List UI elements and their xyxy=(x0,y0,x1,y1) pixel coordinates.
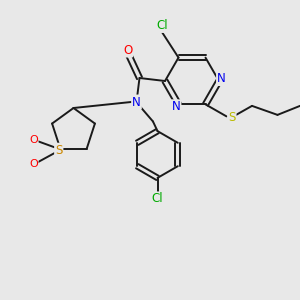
Text: S: S xyxy=(228,111,236,124)
Text: N: N xyxy=(217,72,226,85)
Text: N: N xyxy=(172,100,181,113)
Text: Cl: Cl xyxy=(156,19,168,32)
Text: O: O xyxy=(29,159,38,169)
Text: S: S xyxy=(55,144,62,157)
Text: N: N xyxy=(132,95,141,109)
Text: O: O xyxy=(123,44,132,57)
Text: O: O xyxy=(29,135,38,145)
Text: Cl: Cl xyxy=(152,192,163,206)
